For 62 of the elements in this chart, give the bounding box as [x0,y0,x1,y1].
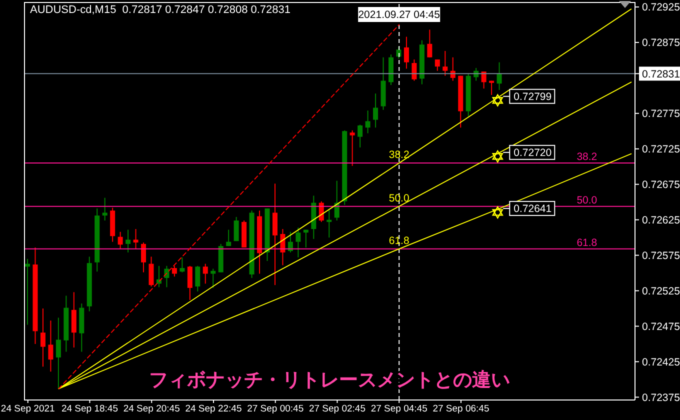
candlestick [296,227,301,258]
candlestick [133,228,138,250]
candlestick [489,80,494,96]
candlestick [141,242,146,273]
y-tick-label: 0.72425 [642,356,680,368]
candlestick [148,256,154,287]
data-label: 0.72799 [514,91,552,104]
annotation: フィボナッチ・リトレースメントとの違い [148,368,511,392]
x-tick-label: 27 Sep 06:45 [432,404,490,415]
annotation: 38.2 [388,149,410,162]
y-tick-label: 0.72831 [642,68,680,80]
x-tick-label: 27 Sep 02:45 [308,404,366,415]
candlestick [118,231,123,250]
candlestick [412,58,417,82]
data-label: 0.72641 [514,203,552,216]
y-tick-label: 0.72525 [642,285,680,298]
y-tick-label: 0.72625 [642,214,680,226]
candlestick [48,320,54,372]
candlestick [303,229,308,248]
candlestick [234,216,239,242]
x-tick-label: 24 Sep 20:45 [123,404,180,415]
candlestick [180,256,185,273]
candlestick [358,124,363,148]
y-tick-label: 0.72875 [642,37,680,50]
candlestick [373,93,378,128]
candlestick [272,183,278,286]
candlestick [350,130,355,166]
candlestick [404,36,409,70]
y-tick-label: 0.72725 [642,144,680,156]
x-tick-label: 27 Sep 00:45 [247,404,304,415]
candlestick [442,50,448,76]
candlestick [496,62,502,90]
annotation: 61.8 [576,236,598,249]
y-tick-label: 0.72675 [642,179,680,192]
y-tick-label: 0.72575 [642,250,680,262]
x-tick-label: 24 Sep 22:45 [185,404,242,415]
candlestick [40,308,46,368]
y-tick-label: 0.72925 [642,2,680,14]
candlestick [195,265,200,292]
candlestick [326,209,332,238]
candlestick [427,29,432,58]
chart-title: AUDUSD-cd,M15 0.72817 0.72847 0.72808 0.72831 [30,4,291,17]
x-tick-label: 24 Sep 18:45 [61,404,118,415]
candlestick [56,317,61,390]
candlestick [71,292,76,348]
candlestick [187,265,192,300]
y-tick-label: 0.72375 [642,392,680,404]
y-tick-label: 0.72475 [642,320,680,333]
x-tick-label: 24 Sep 2021 [0,404,55,415]
candlestick [102,197,108,222]
x-tick-label: 27 Sep 04:45 [370,404,428,415]
candlestick [126,229,131,253]
candlestick [202,263,208,284]
annotation: 38.2 [576,151,598,164]
candlestick [365,110,370,134]
annotation: 61.8 [388,234,410,247]
candlestick [172,265,177,278]
data-label: 0.72720 [514,147,552,160]
annotation: 50.0 [388,192,410,204]
annotation: 50.0 [576,194,598,206]
y-tick-label: 0.72775 [642,108,680,120]
candlestick [226,229,232,247]
